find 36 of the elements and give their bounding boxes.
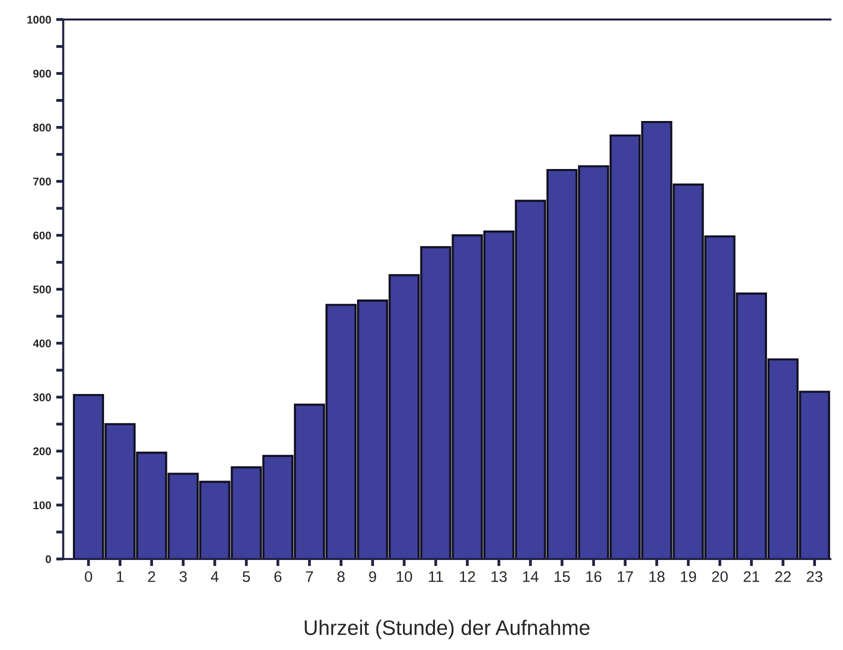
y-tick-label: 400 [33, 339, 51, 348]
x-tick-label: 17 [618, 571, 633, 582]
y-tick-label: 300 [33, 393, 51, 402]
x-tick-label: 5 [242, 571, 250, 582]
x-tick-label: 16 [586, 571, 602, 582]
x-tick-label: 6 [274, 571, 282, 582]
y-tick-label: 0 [46, 555, 51, 564]
x-tick-label: 14 [523, 571, 538, 582]
x-tick-label: 1 [116, 571, 124, 582]
x-tick-label: 2 [148, 571, 156, 582]
y-tick-label: 500 [33, 286, 51, 294]
x-tick-label: 4 [210, 571, 219, 582]
y-tick-label: 1000 [27, 16, 51, 24]
x-tick-label: 3 [180, 571, 187, 582]
x-tick-label: 13 [492, 571, 507, 582]
x-tick-label: 0 [84, 571, 92, 582]
x-tick-label: 7 [306, 571, 313, 582]
x-tick-label: 15 [554, 571, 570, 582]
y-tick-label: 600 [33, 232, 51, 240]
x-tick-label: 19 [680, 571, 696, 582]
y-tick-label: 700 [33, 178, 51, 186]
y-tick-label: 800 [33, 124, 51, 132]
x-tick-label: 12 [460, 571, 476, 582]
x-tick-label: 21 [744, 571, 760, 582]
x-tick-label: 8 [337, 571, 345, 582]
y-tick-label: 200 [33, 447, 51, 456]
x-tick-label: 9 [369, 571, 376, 582]
x-tick-label: 11 [428, 571, 443, 582]
x-tick-label: 10 [396, 571, 412, 582]
y-tick-label: 100 [34, 501, 51, 510]
x-tick-label: 23 [806, 571, 822, 582]
x-tick-label: 20 [712, 571, 728, 582]
x-tick-label: 18 [649, 571, 665, 582]
y-tick-label: 900 [33, 70, 51, 78]
x-tick-label: 22 [775, 571, 791, 582]
x-axis-title: Uhrzeit (Stunde) der Aufnahme [304, 620, 590, 640]
